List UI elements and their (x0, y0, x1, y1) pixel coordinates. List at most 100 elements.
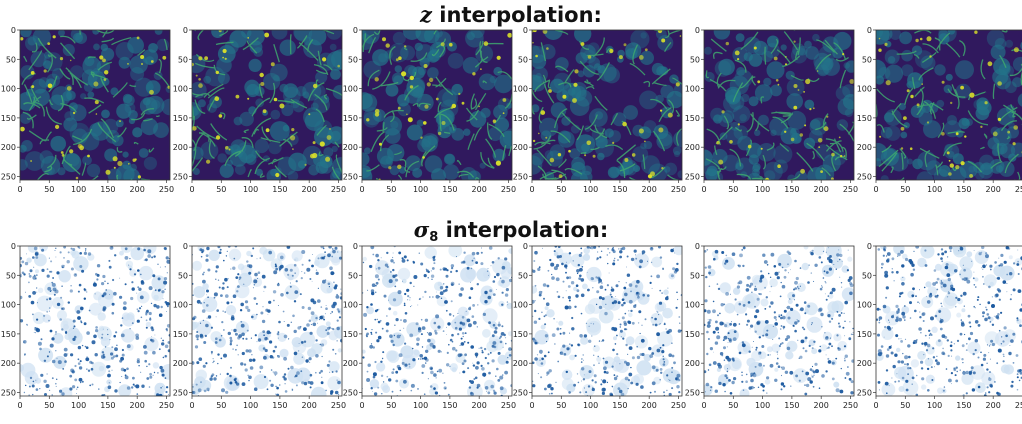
x-tick-label: 200 (986, 185, 1001, 194)
y-tick-label: 50 (690, 271, 700, 280)
sigma8-interpolation-field-image (702, 243, 856, 399)
y-tick-label: 50 (862, 271, 872, 280)
y-tick-label: 100 (1, 85, 16, 94)
y-tick-label: 150 (513, 114, 528, 123)
x-tick-label: 100 (927, 401, 942, 410)
y-tick-label: 200 (1, 143, 16, 152)
sigma8-interpolation-field-image (16, 241, 176, 400)
x-tick-label: 200 (472, 185, 487, 194)
x-tick-label: 250 (671, 185, 686, 194)
z-interpolation-field-image (184, 24, 351, 186)
x-tick-label: 50 (386, 401, 396, 410)
y-tick-label: 0 (695, 26, 700, 35)
x-tick-label: 50 (44, 401, 54, 410)
x-tick-label: 250 (159, 185, 174, 194)
y-tick-label: 150 (685, 330, 700, 339)
x-tick-label: 150 (442, 185, 457, 194)
y-tick-label: 250 (685, 172, 700, 181)
x-tick-label: 50 (386, 185, 396, 194)
x-tick-label: 150 (956, 185, 971, 194)
x-tick-label: 0 (873, 185, 878, 194)
y-tick-label: 150 (343, 330, 358, 339)
y-tick-label: 200 (343, 143, 358, 152)
sigma8-interpolation-field-image (362, 244, 515, 400)
x-tick-label: 250 (843, 401, 858, 410)
y-tick-label: 50 (178, 55, 188, 64)
x-tick-label: 200 (642, 401, 657, 410)
x-tick-label: 150 (442, 401, 457, 410)
y-tick-label: 0 (11, 26, 16, 35)
x-tick-label: 250 (159, 401, 174, 410)
x-tick-label: 50 (556, 401, 566, 410)
sigma8-interpolation-field-image (188, 244, 346, 402)
x-tick-label: 0 (359, 185, 364, 194)
y-tick-label: 100 (513, 85, 528, 94)
y-tick-label: 150 (857, 330, 872, 339)
y-tick-label: 100 (857, 85, 872, 94)
y-tick-label: 150 (173, 330, 188, 339)
y-tick-label: 0 (867, 26, 872, 35)
x-tick-label: 0 (17, 185, 22, 194)
y-tick-label: 0 (695, 242, 700, 251)
y-tick-label: 250 (343, 388, 358, 397)
x-tick-label: 0 (529, 185, 534, 194)
y-tick-label: 50 (348, 55, 358, 64)
y-tick-label: 150 (173, 114, 188, 123)
y-tick-label: 100 (513, 301, 528, 310)
x-tick-label: 150 (784, 185, 799, 194)
x-tick-label: 100 (927, 185, 942, 194)
y-tick-label: 250 (1, 172, 16, 181)
sigma8-interpolation-field-image (529, 245, 684, 398)
y-tick-label: 100 (173, 85, 188, 94)
y-tick-label: 150 (343, 114, 358, 123)
x-tick-label: 50 (900, 401, 910, 410)
y-tick-label: 250 (343, 172, 358, 181)
x-tick-label: 100 (413, 185, 428, 194)
y-tick-label: 250 (857, 172, 872, 181)
y-tick-label: 200 (857, 359, 872, 368)
y-tick-label: 150 (1, 114, 16, 123)
y-tick-label: 0 (523, 242, 528, 251)
y-tick-label: 0 (353, 242, 358, 251)
y-tick-label: 0 (183, 26, 188, 35)
y-tick-label: 50 (6, 55, 16, 64)
x-tick-label: 150 (272, 401, 287, 410)
x-tick-label: 100 (413, 401, 428, 410)
x-tick-label: 50 (728, 401, 738, 410)
x-tick-label: 250 (1015, 185, 1022, 194)
y-tick-label: 50 (862, 55, 872, 64)
x-tick-label: 100 (583, 401, 598, 410)
x-tick-label: 250 (1015, 401, 1022, 410)
x-tick-label: 200 (302, 185, 317, 194)
sigma-symbol: σ (414, 217, 429, 242)
x-tick-label: 200 (986, 401, 1001, 410)
y-tick-label: 200 (1, 359, 16, 368)
y-tick-label: 200 (685, 143, 700, 152)
y-tick-label: 100 (173, 301, 188, 310)
y-tick-label: 0 (11, 242, 16, 251)
y-tick-label: 0 (523, 26, 528, 35)
x-tick-label: 100 (71, 185, 86, 194)
x-tick-label: 100 (583, 185, 598, 194)
y-tick-label: 250 (513, 388, 528, 397)
x-tick-label: 100 (755, 185, 770, 194)
x-tick-label: 0 (189, 185, 194, 194)
y-tick-label: 200 (173, 143, 188, 152)
x-tick-label: 0 (359, 401, 364, 410)
x-tick-label: 0 (529, 401, 534, 410)
x-tick-label: 0 (701, 185, 706, 194)
x-tick-label: 100 (243, 185, 258, 194)
